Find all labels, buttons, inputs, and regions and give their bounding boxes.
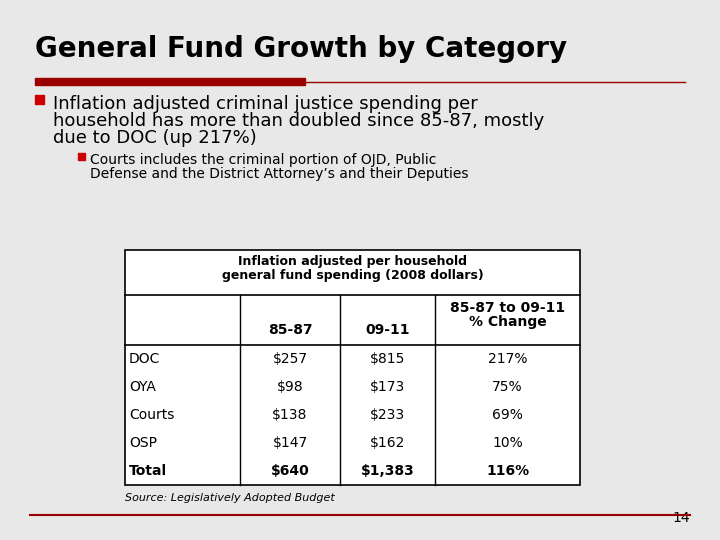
Text: $173: $173	[370, 380, 405, 394]
Text: $1,383: $1,383	[361, 464, 415, 478]
Text: 75%: 75%	[492, 380, 523, 394]
Text: $640: $640	[271, 464, 310, 478]
Text: 69%: 69%	[492, 408, 523, 422]
Text: $98: $98	[276, 380, 303, 394]
Text: 85-87 to 09-11: 85-87 to 09-11	[450, 301, 565, 315]
Text: 09-11: 09-11	[365, 323, 410, 337]
Text: DOC: DOC	[129, 352, 161, 366]
Text: 85-87: 85-87	[268, 323, 312, 337]
Text: Courts includes the criminal portion of OJD, Public: Courts includes the criminal portion of …	[90, 153, 436, 167]
Text: $138: $138	[272, 408, 307, 422]
Text: 14: 14	[672, 511, 690, 525]
Bar	[125, 250, 580, 485]
Text: Defense and the District Attorney’s and their Deputies: Defense and the District Attorney’s and …	[90, 167, 469, 181]
Text: $162: $162	[370, 436, 405, 450]
Text: due to DOC (up 217%): due to DOC (up 217%)	[53, 129, 257, 147]
Text: general fund spending (2008 dollars): general fund spending (2008 dollars)	[222, 269, 483, 282]
Text: OSP: OSP	[129, 436, 157, 450]
Bar	[35, 78, 305, 85]
Text: Inflation adjusted criminal justice spending per: Inflation adjusted criminal justice spen…	[53, 95, 478, 113]
Text: OYA: OYA	[129, 380, 156, 394]
Bar	[35, 95, 44, 104]
Text: household has more than doubled since 85-87, mostly: household has more than doubled since 85…	[53, 112, 544, 130]
Text: General Fund Growth by Category: General Fund Growth by Category	[35, 35, 567, 63]
Text: Inflation adjusted per household: Inflation adjusted per household	[238, 255, 467, 268]
Text: $257: $257	[272, 352, 307, 366]
Text: 10%: 10%	[492, 436, 523, 450]
Text: Courts: Courts	[129, 408, 174, 422]
Text: $233: $233	[370, 408, 405, 422]
Text: $147: $147	[272, 436, 307, 450]
Text: % Change: % Change	[469, 315, 546, 329]
Bar	[78, 153, 85, 160]
Text: $815: $815	[370, 352, 405, 366]
Text: 217%: 217%	[487, 352, 527, 366]
Text: 116%: 116%	[486, 464, 529, 478]
Text: Total: Total	[129, 464, 167, 478]
Text: Source: Legislatively Adopted Budget: Source: Legislatively Adopted Budget	[125, 493, 335, 503]
